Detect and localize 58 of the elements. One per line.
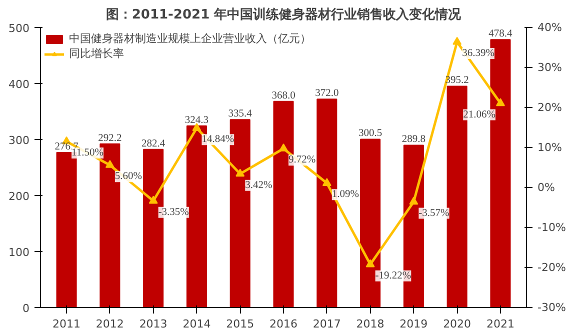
point: [279, 144, 288, 152]
point: [322, 178, 332, 186]
legend-label: 同比增长率: [69, 46, 124, 61]
data-label: 335.4: [228, 108, 253, 120]
data-label: 36.39%: [462, 48, 495, 59]
x-tick-label: 2021: [486, 318, 514, 330]
point: [105, 160, 114, 168]
y2-tick-label: 10%: [538, 141, 562, 154]
data-label: 324.3: [184, 114, 209, 126]
x-tick-label: 2013: [139, 318, 168, 330]
x-tick-label: 2011: [52, 318, 81, 330]
chart-title: 图：2011-2021 年中国训练健身器材行业销售收入变化情况: [106, 6, 462, 22]
y2-tick-label: -30%: [538, 301, 566, 314]
data-label: 14.84%: [202, 134, 234, 146]
data-label: 368.0: [272, 90, 296, 102]
data-label: -3.35%: [158, 206, 190, 218]
y-tick-label: 400: [8, 78, 30, 91]
data-label: 5.60%: [114, 171, 142, 182]
x-tick-label: 2018: [356, 318, 384, 330]
data-label: 478.4: [488, 28, 514, 40]
y-tick-label: 200: [8, 190, 30, 203]
point: [148, 196, 158, 204]
y2-tick-label: 0%: [538, 181, 555, 194]
data-label: 282.4: [142, 138, 166, 150]
data-label: 9.72%: [288, 154, 316, 166]
x-tick-label: 2014: [182, 318, 211, 330]
point: [192, 123, 202, 131]
point: [496, 98, 505, 106]
x-tick-label: 2017: [312, 318, 341, 330]
data-label: -19.22%: [375, 270, 412, 282]
data-label: -3.57%: [418, 208, 450, 219]
x-tick-label: 2016: [270, 318, 298, 330]
y-tick-label: 100: [8, 246, 30, 259]
point: [452, 36, 462, 45]
data-label: 289.8: [402, 134, 426, 146]
point: [409, 196, 418, 205]
y-tick-label: 500: [8, 22, 30, 35]
x-tick-label: 2019: [400, 318, 428, 330]
legend-label: 中国健身器材制造业规模上企业营业收入（亿元）: [69, 31, 311, 46]
y2-tick-label: 30%: [538, 61, 562, 74]
point: [366, 259, 375, 268]
data-label: 1.09%: [332, 189, 360, 200]
x-tick-label: 2020: [443, 318, 472, 330]
point: [236, 168, 245, 177]
y-tick-label: 0: [22, 302, 30, 315]
y2-tick-label: -10%: [538, 221, 566, 234]
y-tick-label: 300: [8, 134, 30, 147]
data-label: 3.42%: [245, 180, 272, 191]
data-label: 300.5: [358, 128, 382, 140]
y2-tick-label: 40%: [538, 21, 562, 34]
x-tick-label: 2012: [96, 318, 124, 330]
y2-tick-label: 20%: [538, 101, 562, 114]
y2-tick-label: -20%: [538, 261, 566, 274]
data-label: 11.50%: [72, 148, 104, 158]
x-tick-label: 2015: [226, 318, 254, 330]
data-label: 292.2: [98, 132, 122, 144]
data-label: 21.06%: [463, 109, 496, 120]
data-label: 372.0: [315, 88, 339, 100]
